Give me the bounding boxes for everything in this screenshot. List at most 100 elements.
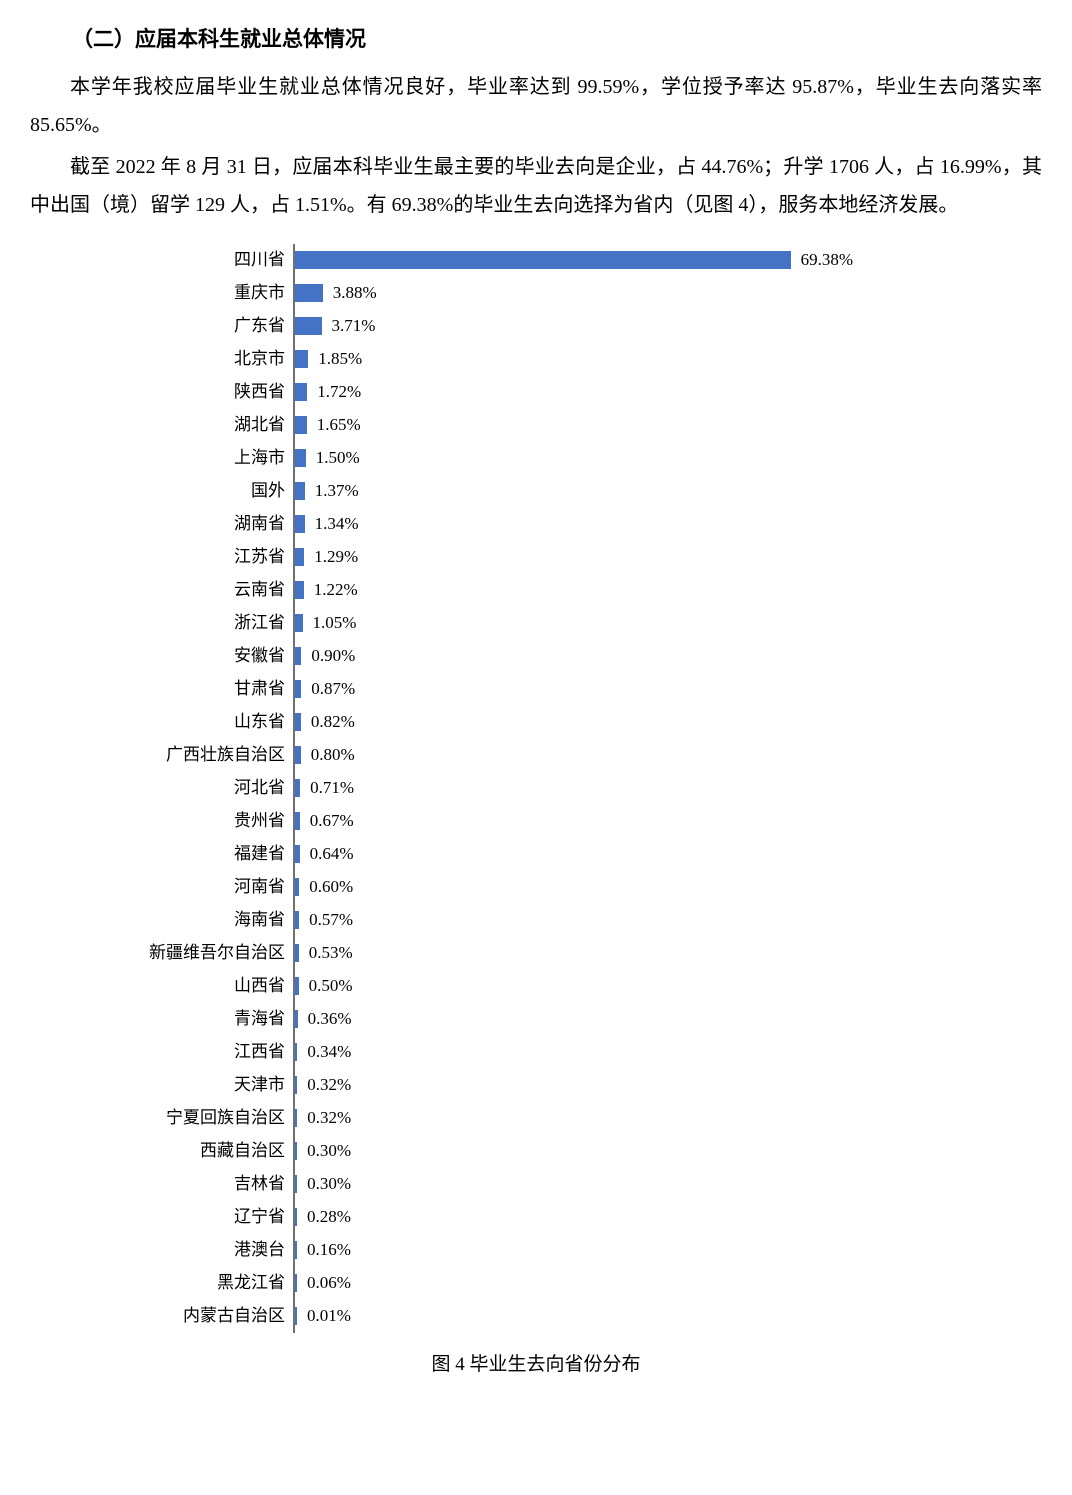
chart-row: 江西省 0.34%	[30, 1036, 1042, 1069]
bar-value-label: 1.37%	[315, 475, 359, 507]
bar-value-label: 0.32%	[307, 1069, 351, 1101]
chart-row: 宁夏回族自治区 0.32%	[30, 1102, 1042, 1135]
bar-value-label: 0.30%	[307, 1135, 351, 1167]
bar	[295, 614, 303, 632]
bar	[295, 383, 307, 401]
bar-cell: 0.71%	[295, 772, 795, 805]
bar-value-label: 1.72%	[317, 376, 361, 408]
bar-cell: 0.53%	[295, 937, 795, 970]
bar-value-label: 0.60%	[309, 871, 353, 903]
bar-value-label: 1.05%	[313, 607, 357, 639]
chart-row: 港澳台0.16%	[30, 1234, 1042, 1267]
chart-row-label: 宁夏回族自治区	[30, 1102, 293, 1134]
chart-row: 甘肃省0.87%	[30, 673, 1042, 706]
bar	[295, 647, 301, 665]
chart-row-label: 山东省	[30, 706, 293, 738]
chart-row: 山西省0.50%	[30, 970, 1042, 1003]
bar	[295, 746, 301, 764]
bar	[295, 845, 300, 863]
chart-row-label: 山西省	[30, 970, 293, 1002]
bar	[295, 284, 323, 302]
bar	[295, 548, 304, 566]
bar-cell: 3.88%	[295, 277, 795, 310]
bar-value-label: 0.16%	[307, 1234, 351, 1266]
bar	[295, 779, 300, 797]
bar-cell: 0.80%	[295, 739, 795, 772]
chart-row: 贵州省0.67%	[30, 805, 1042, 838]
bar-value-label: 0.87%	[311, 673, 355, 705]
chart-row-label: 西藏自治区	[30, 1135, 293, 1167]
bar	[295, 1109, 297, 1127]
bar	[295, 416, 307, 434]
paragraph-1: 本学年我校应届毕业生就业总体情况良好，毕业率达到 99.59%，学位授予率达 9…	[30, 68, 1042, 144]
bar	[295, 977, 299, 995]
bar-value-label: 3.88%	[333, 277, 377, 309]
chart-row-label: 福建省	[30, 838, 293, 870]
bar-cell: 1.34%	[295, 508, 795, 541]
chart-row-label: 天津市	[30, 1069, 293, 1101]
bar-value-label: 0.30%	[307, 1168, 351, 1200]
bar-value-label: 1.29%	[314, 541, 358, 573]
bar-cell: 0.67%	[295, 805, 795, 838]
bar	[295, 515, 305, 533]
chart-row: 天津市 0.32%	[30, 1069, 1042, 1102]
chart-row: 上海市1.50%	[30, 442, 1042, 475]
chart-row-label: 安徽省	[30, 640, 293, 672]
chart-row-label: 湖南省	[30, 508, 293, 540]
province-bar-chart: 四川省69.38%重庆市3.88%广东省3.71%北京市1.85%陕西省1.72…	[30, 244, 1042, 1333]
bar-value-label: 69.38%	[801, 244, 853, 276]
bar-value-label: 1.22%	[314, 574, 358, 606]
bar-cell: 1.85%	[295, 343, 795, 376]
bar-value-label: 0.67%	[310, 805, 354, 837]
chart-row-label: 陕西省	[30, 376, 293, 408]
chart-row: 云南省 1.22%	[30, 574, 1042, 607]
chart-row: 海南省0.57%	[30, 904, 1042, 937]
chart-row: 湖南省1.34%	[30, 508, 1042, 541]
chart-row-label: 云南省	[30, 574, 293, 606]
chart-row-label: 江西省	[30, 1036, 293, 1068]
chart-row-label: 浙江省	[30, 607, 293, 639]
bar-value-label: 0.71%	[310, 772, 354, 804]
chart-row: 黑龙江省0.06%	[30, 1267, 1042, 1300]
chart-row: 四川省69.38%	[30, 244, 1042, 277]
bar	[295, 581, 304, 599]
chart-row: 吉林省0.30%	[30, 1168, 1042, 1201]
bar-cell: 1.65%	[295, 409, 795, 442]
bar	[295, 878, 299, 896]
bar-value-label: 0.32%	[307, 1102, 351, 1134]
paragraph-2: 截至 2022 年 8 月 31 日，应届本科毕业生最主要的毕业去向是企业，占 …	[30, 148, 1042, 224]
chart-row: 安徽省0.90%	[30, 640, 1042, 673]
chart-row: 重庆市 3.88%	[30, 277, 1042, 310]
bar-cell: 3.71%	[295, 310, 795, 343]
chart-row-label: 海南省	[30, 904, 293, 936]
bar-cell: 0.30%	[295, 1168, 795, 1201]
chart-row-label: 江苏省	[30, 541, 293, 573]
chart-row: 陕西省 1.72%	[30, 376, 1042, 409]
bar	[295, 251, 791, 269]
bar-value-label: 1.65%	[317, 409, 361, 441]
bar-cell: 0.64%	[295, 838, 795, 871]
bar-cell: 0.32%	[295, 1102, 795, 1135]
chart-row: 湖北省1.65%	[30, 409, 1042, 442]
section-heading: （二）应届本科生就业总体情况	[30, 20, 1042, 60]
bar	[295, 812, 300, 830]
bar-value-label: 0.01%	[307, 1300, 351, 1332]
chart-row-label: 重庆市	[30, 277, 293, 309]
chart-row-label: 广西壮族自治区	[30, 739, 293, 771]
chart-row-label: 河南省	[30, 871, 293, 903]
chart-row-label: 广东省	[30, 310, 293, 342]
bar-value-label: 0.34%	[307, 1036, 351, 1068]
bar-cell: 0.01%	[295, 1300, 795, 1333]
bar-value-label: 0.82%	[311, 706, 355, 738]
bar-cell: 0.34%	[295, 1036, 795, 1069]
bar	[295, 1010, 298, 1028]
chart-row: 江苏省 1.29%	[30, 541, 1042, 574]
chart-row-label: 青海省	[30, 1003, 293, 1035]
bar-cell: 69.38%	[295, 244, 853, 277]
chart-row: 浙江省 1.05%	[30, 607, 1042, 640]
bar-cell: 0.06%	[295, 1267, 795, 1300]
chart-row: 西藏自治区 0.30%	[30, 1135, 1042, 1168]
chart-row: 河南省 0.60%	[30, 871, 1042, 904]
bar-cell: 0.32%	[295, 1069, 795, 1102]
bar	[295, 1142, 297, 1160]
